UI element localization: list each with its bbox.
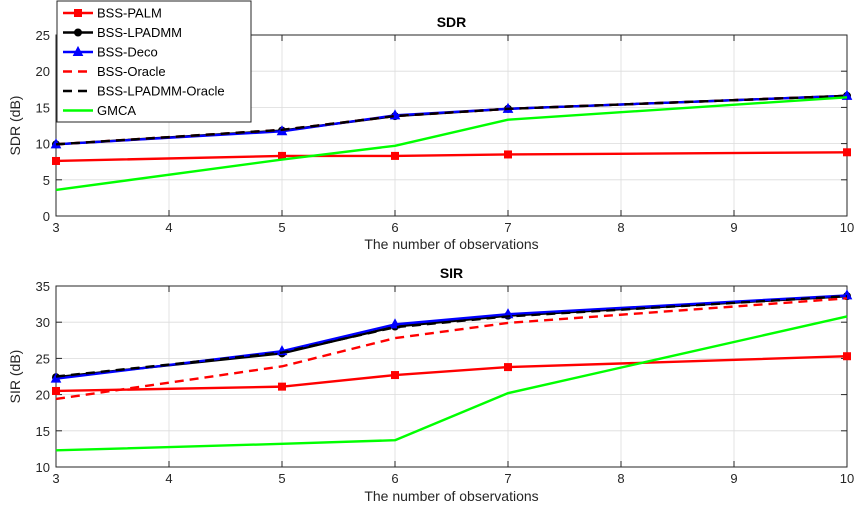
chart-sdr-legend-label-bss-oracle: BSS-Oracle: [97, 64, 166, 79]
chart-sdr-legend-item-bss-lpadmm-oracle: BSS-LPADMM-Oracle: [63, 84, 225, 99]
chart-sdr-ytick-label-10: 10: [36, 137, 50, 152]
chart-sdr-point-bss-palm-3: [52, 156, 60, 165]
chart-sdr-xtick-label-8: 8: [617, 220, 624, 235]
chart-sir-point-bss-deco-6: [389, 318, 401, 329]
chart-sdr-xtick-label-10: 10: [840, 220, 854, 235]
chart-sir-point-bss-palm-7: [504, 363, 512, 372]
chart-sdr-legend-marker-bss-palm: [74, 9, 82, 17]
chart-sdr-legend-label-bss-palm: BSS-PALM: [97, 6, 162, 21]
chart-sir-xtick-label-5: 5: [278, 471, 285, 486]
chart-sir-point-bss-palm-6: [391, 371, 399, 380]
chart-sdr-title: SDR: [437, 14, 467, 30]
chart-sir-point-bss-palm-10: [843, 352, 851, 361]
chart-sdr-legend-box: [56, 0, 252, 123]
chart-sdr-legend-item-bss-lpadmm: BSS-LPADMM: [63, 25, 182, 40]
chart-sir-title: SIR: [440, 265, 463, 281]
chart-sdr-xtick-label-7: 7: [504, 220, 511, 235]
chart-sdr-xtick-label-6: 6: [391, 220, 398, 235]
chart-sdr-point-bss-palm-10: [843, 148, 851, 157]
chart-sir-ytick-label-35: 35: [36, 279, 50, 294]
chart-sdr-ytick-label-15: 15: [36, 100, 50, 115]
chart-sdr-legend-item-bss-oracle: BSS-Oracle: [63, 64, 166, 79]
chart-sdr-legend: BSS-PALM BSS-LPADMM BSS-Deco BSS-Oracle BSS-…: [56, 0, 252, 123]
chart-sdr-legend-label-bss-lpadmm-oracle: BSS-LPADMM-Oracle: [97, 84, 225, 99]
chart-sir-xlabel: The number of observations: [364, 488, 538, 504]
chart-sdr-series-gmca: [55, 96, 848, 192]
chart-sir-line-bss-oracle: [55, 297, 848, 401]
chart-sdr-xtick-label-5: 5: [278, 220, 285, 235]
chart-sdr-xlabel: The number of observations: [364, 236, 538, 252]
chart-sir-xtick-label-8: 8: [617, 471, 624, 486]
chart-sdr-legend-item-bss-palm: BSS-PALM: [63, 6, 162, 21]
chart-sdr-xtick-label-9: 9: [730, 220, 737, 235]
chart-sdr-legend-label-bss-lpadmm: BSS-LPADMM: [97, 25, 182, 40]
chart-sdr-axes-box: [55, 34, 848, 217]
chart-sdr-series-bss-lpadmm-oracle: [55, 94, 848, 146]
chart-sir-ytick-label-10: 10: [36, 460, 50, 475]
chart-sdr-legend-label-bss-deco: BSS-Deco: [97, 45, 158, 60]
chart-sdr-ytick-label-25: 25: [36, 28, 50, 43]
chart-sir-ylabel: SIR (dB): [7, 350, 23, 404]
chart-sdr-ytick-label-0: 0: [43, 209, 50, 224]
chart-sdr-legend-label-gmca: GMCA: [97, 103, 136, 118]
chart-sir-line-bss-lpadmm-oracle: [55, 294, 848, 378]
chart-sdr-xtick-label-3: 3: [52, 220, 59, 235]
chart-sir-ytick-label-15: 15: [36, 424, 50, 439]
chart-sdr-ytick-label-5: 5: [43, 173, 50, 188]
chart-sdr-point-bss-palm-6: [391, 151, 399, 160]
chart-sdr-xtick-label-4: 4: [165, 220, 172, 235]
chart-sir-plot-area: [56, 286, 847, 467]
chart-sir-xtick-label-3: 3: [52, 471, 59, 486]
chart-sir-ytick-label-30: 30: [36, 315, 50, 330]
chart-sir-xtick-label-4: 4: [165, 471, 172, 486]
chart-sir-ytick-label-20: 20: [36, 388, 50, 403]
chart-sir-xtick-label-7: 7: [504, 471, 511, 486]
chart-sir-series-bss-palm: [52, 352, 851, 395]
chart-sir-point-bss-palm-5: [278, 382, 286, 391]
chart-sir-xtick-label-10: 10: [840, 471, 854, 486]
chart-sdr-legend-marker-bss-deco: [72, 45, 84, 56]
chart-sdr-legend-marker-bss-lpadmm: [74, 28, 82, 37]
chart-sdr-legend-item-gmca: GMCA: [63, 103, 136, 118]
chart-sdr-legend-item-bss-deco: BSS-Deco: [63, 45, 158, 60]
chart-sir-ytick-label-25: 25: [36, 351, 50, 366]
chart-sdr-line-gmca: [55, 96, 848, 192]
chart-sir-series-bss-oracle: [55, 297, 848, 401]
chart-sir-series-gmca: [55, 315, 848, 452]
chart-sir: 3 4 5 6 7 8 9 10 10 15 20 25 30 35 SIR The number of ob…: [7, 265, 854, 504]
chart-sdr-ytick-label-20: 20: [36, 64, 50, 79]
chart-sdr-line-bss-lpadmm-oracle: [55, 94, 848, 146]
chart-sdr-ylabel: SDR (dB): [7, 96, 23, 156]
chart-sir-point-bss-palm-3: [52, 386, 60, 395]
chart-sir-series-bss-lpadmm-oracle: [55, 294, 848, 378]
chart-sdr-point-bss-palm-7: [504, 150, 512, 159]
chart-sir-xtick-label-9: 9: [730, 471, 737, 486]
chart-sir-xtick-label-6: 6: [391, 471, 398, 486]
chart-sir-line-gmca: [55, 315, 848, 452]
chart-sdr: 3 4 5 6 7 8 9 10 0 5 10 15 20 25 SDR The number of obse…: [7, 0, 854, 252]
chart-sir-point-bss-deco-3: [50, 372, 62, 383]
